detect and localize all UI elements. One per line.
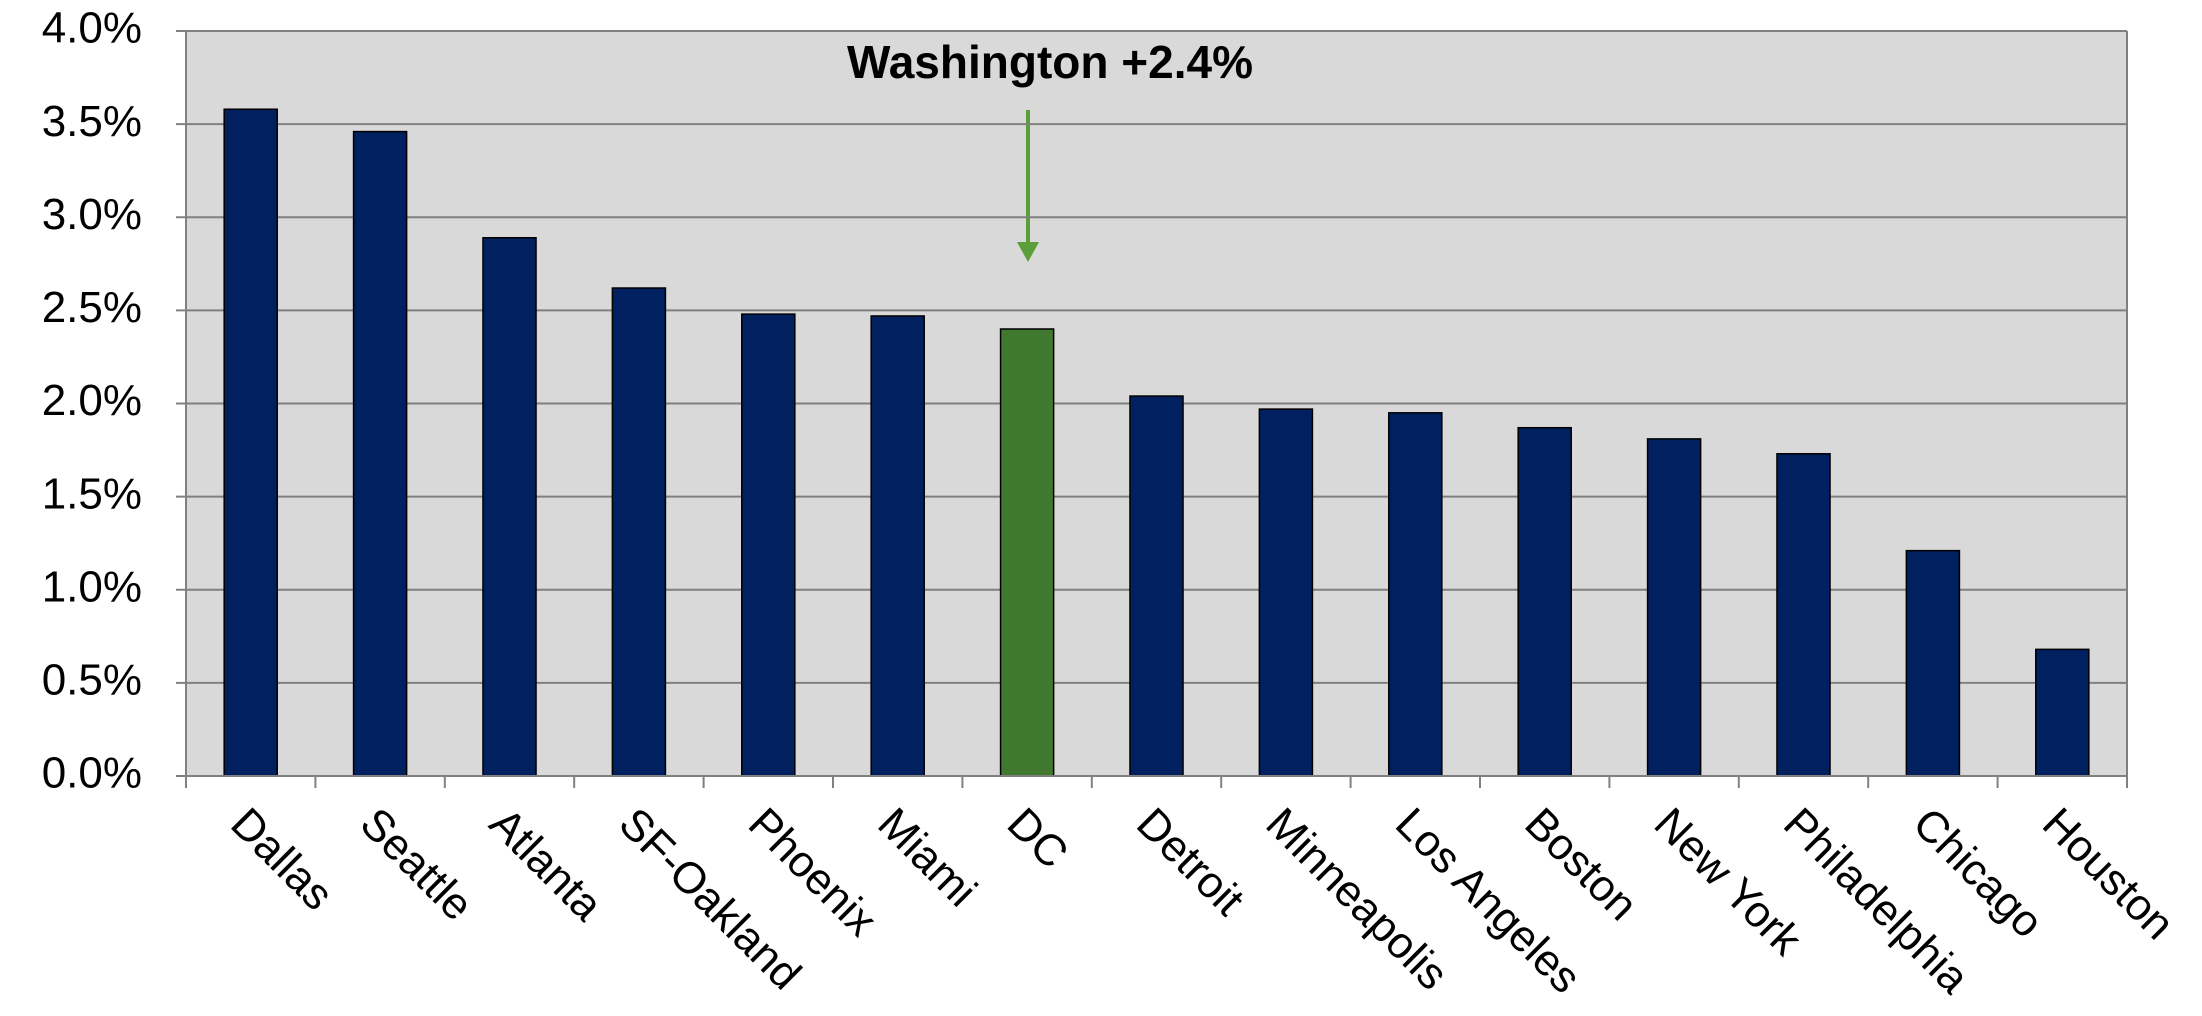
bar xyxy=(352,130,408,777)
annotation-arrowhead xyxy=(1017,242,1039,262)
y-tick-label: 3.0% xyxy=(42,190,142,239)
x-tick-label: Houston xyxy=(2033,799,2184,950)
bar xyxy=(870,315,925,777)
x-tick-label: Seattle xyxy=(351,799,483,931)
y-tick-label: 0.0% xyxy=(42,749,142,798)
bar xyxy=(1517,426,1572,777)
bar xyxy=(1776,453,1831,777)
bar xyxy=(1129,395,1184,777)
y-tick-label: 4.0% xyxy=(42,4,142,53)
bar xyxy=(1905,549,1961,777)
bar xyxy=(223,108,278,777)
annotation: Washington +2.4% xyxy=(847,36,1253,88)
x-tick-label: DC xyxy=(998,799,1078,879)
bar xyxy=(611,287,667,777)
y-tick-label: 1.5% xyxy=(42,469,142,518)
x-tick-label: Boston xyxy=(1515,799,1647,931)
x-tick-label: Dallas xyxy=(221,799,342,920)
bar xyxy=(1646,438,1702,777)
y-tick-label: 0.5% xyxy=(42,656,142,705)
bar xyxy=(741,313,796,777)
x-tick-label: Miami xyxy=(868,799,986,917)
y-tick-label: 3.5% xyxy=(42,97,142,146)
y-tick-label: 2.0% xyxy=(42,376,142,425)
bar xyxy=(1388,412,1443,777)
x-tick-label: Atlanta xyxy=(480,799,612,931)
bar xyxy=(2035,648,2090,777)
y-tick-label: 2.5% xyxy=(42,283,142,332)
x-tick-label: Detroit xyxy=(1127,799,1253,925)
bar xyxy=(1258,408,1314,777)
bar xyxy=(482,236,537,777)
y-tick-label: 1.0% xyxy=(42,562,142,611)
bar xyxy=(999,328,1055,777)
